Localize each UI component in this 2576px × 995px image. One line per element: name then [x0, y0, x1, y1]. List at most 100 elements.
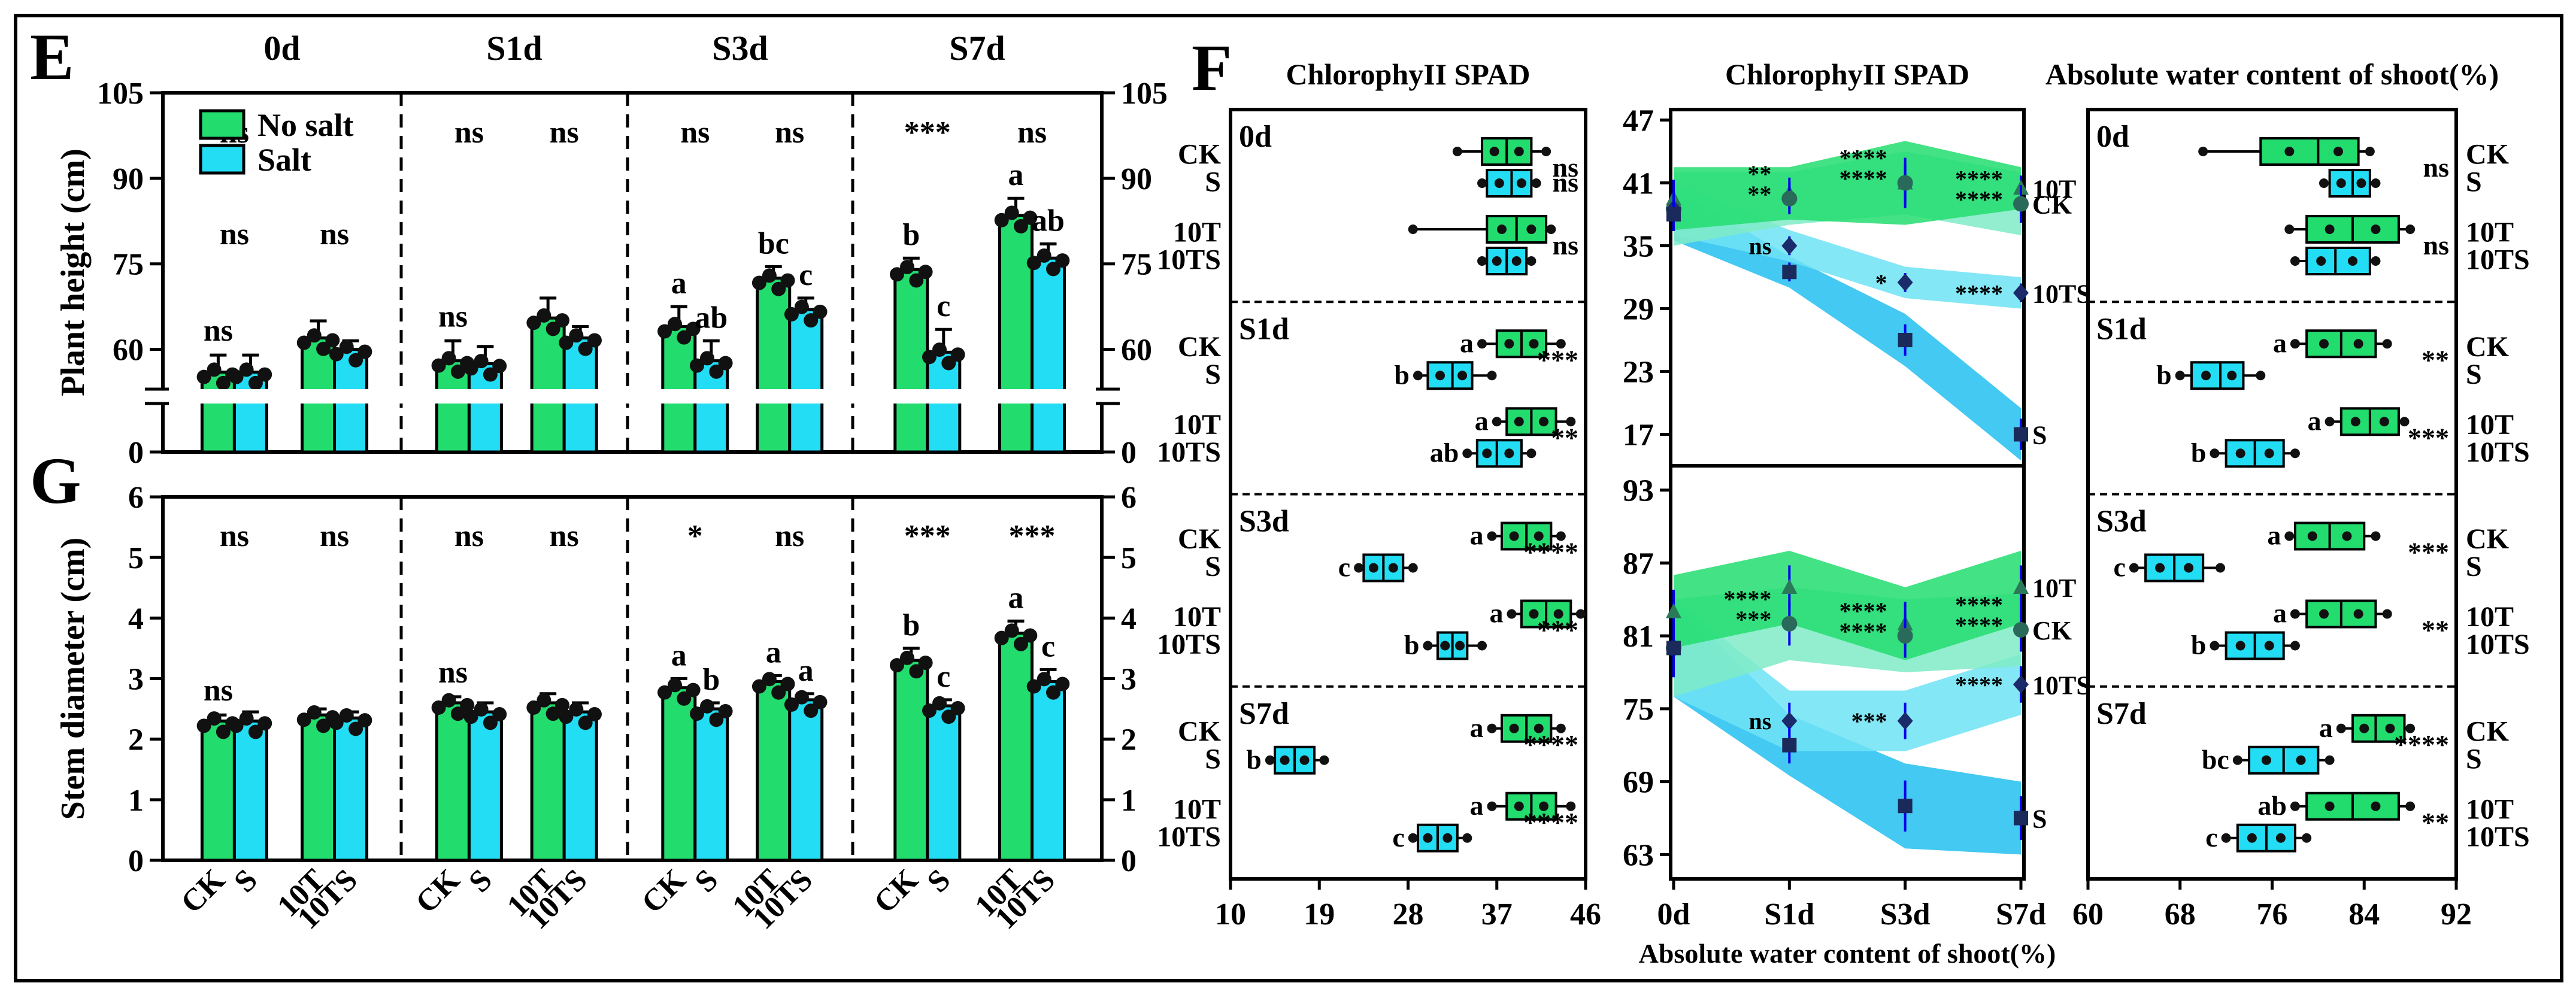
y-tick-label: 4 [128, 602, 144, 636]
data-point [1454, 641, 1465, 651]
y-tick-label: 90 [113, 162, 144, 196]
data-point [229, 369, 244, 384]
significance-stars: **** [1839, 618, 1887, 645]
data-point [813, 694, 828, 709]
data-point [709, 364, 724, 379]
data-point [794, 299, 809, 314]
panel-f-water-boxplot: Absolute water content of shoot(%)0dCKS1… [2045, 57, 2530, 932]
data-point [329, 715, 344, 730]
row-label: 10TS [1157, 821, 1221, 853]
data-point [339, 339, 354, 354]
bar-salt [1031, 680, 1066, 862]
data-point [2316, 256, 2326, 266]
x-tick-label: 37 [1481, 897, 1513, 932]
data-point [700, 351, 714, 366]
data-point [2227, 371, 2237, 381]
data-point [2275, 833, 2286, 843]
x-category-label: CK [174, 863, 232, 920]
data-point [1319, 755, 1329, 765]
data-point [1462, 448, 1472, 459]
x-tick-label: S1d [1764, 897, 1814, 932]
x-category-label: CK [409, 863, 466, 920]
data-point [2235, 448, 2245, 459]
axes-frame [161, 91, 1104, 454]
data-point [325, 333, 340, 348]
bar-no-salt [530, 316, 566, 454]
marker-10ts [1897, 273, 1913, 292]
box [2328, 169, 2371, 198]
y-tick-label: 69 [1623, 766, 1654, 800]
significance-stars: **** [1523, 729, 1578, 760]
x-tick-label: 19 [1304, 897, 1335, 932]
data-point [196, 369, 211, 384]
bar-significance: ns [204, 314, 233, 348]
data-point [2325, 225, 2335, 234]
data-point [2235, 641, 2245, 651]
panel-e-plant-height: 0 0 60 60 75 75 90 90 105 105 Plant height (cm) ns n… [54, 29, 1168, 470]
bar-no-salt [200, 719, 236, 862]
data-point [1494, 178, 1504, 188]
data-point [483, 715, 498, 730]
data-point [229, 718, 244, 733]
x-category-label: CK [868, 863, 925, 920]
series-end-label: 10TS [2032, 671, 2091, 700]
data-point [2290, 256, 2300, 266]
group-significance: * [687, 519, 703, 553]
bar-salt [467, 710, 503, 862]
data-point [1538, 417, 1548, 427]
y-tick-label-right: 1 [1121, 784, 1137, 818]
y-tick-label: 75 [1623, 693, 1654, 727]
data-point [1487, 371, 1497, 381]
data-point [441, 351, 456, 366]
data-point [1556, 531, 1566, 541]
group-significance: ns [320, 217, 349, 251]
y-tick-label-right: 105 [1121, 77, 1168, 111]
data-point [1526, 256, 1536, 266]
data-point [1541, 147, 1551, 156]
row-label: 10TS [1157, 436, 1221, 468]
data-point [2264, 448, 2274, 459]
bar-salt [232, 719, 268, 862]
data-point [1556, 723, 1566, 733]
data-point [1514, 801, 1524, 811]
data-point [1368, 563, 1378, 573]
data-point [1487, 801, 1497, 811]
significance-stars: **** [1839, 145, 1887, 172]
data-point [569, 328, 584, 343]
significance-letter: bc [758, 226, 789, 260]
significance-stars: *** [1851, 708, 1887, 735]
panel-letter-e: E [30, 20, 74, 93]
data-point [587, 333, 602, 348]
row-label: S [2466, 743, 2482, 775]
data-point [474, 702, 489, 717]
data-point [1511, 256, 1522, 266]
data-point [2290, 609, 2300, 619]
data-point [1529, 339, 1539, 349]
y-tick-label: 0 [128, 436, 144, 470]
data-point [1534, 531, 1544, 541]
y-tick-label: 81 [1623, 620, 1654, 654]
confidence-band [1674, 183, 2021, 309]
row-label: 10TS [2466, 629, 2530, 660]
row-label: 10T [1173, 793, 1221, 825]
marker-10t [1666, 603, 1681, 618]
data-point [2290, 339, 2300, 349]
data-point [1538, 801, 1548, 811]
figure-border [14, 14, 2563, 982]
bar-no-salt [756, 680, 792, 862]
marker-ck [1781, 190, 1798, 207]
data-point [357, 713, 372, 728]
significance-letter: ab [2257, 790, 2287, 821]
significance-letter: c [1392, 822, 1404, 853]
data-point [2325, 417, 2335, 427]
group-significance: ns [775, 519, 804, 553]
data-point [2198, 147, 2208, 156]
data-point [463, 709, 478, 724]
bar-salt [1031, 256, 1066, 454]
data-point [348, 353, 363, 368]
significance-stars: **** [1955, 612, 2003, 639]
data-point [1413, 371, 1423, 381]
group-significance: ns [550, 519, 579, 553]
data-point [196, 718, 211, 733]
data-point [431, 700, 446, 715]
